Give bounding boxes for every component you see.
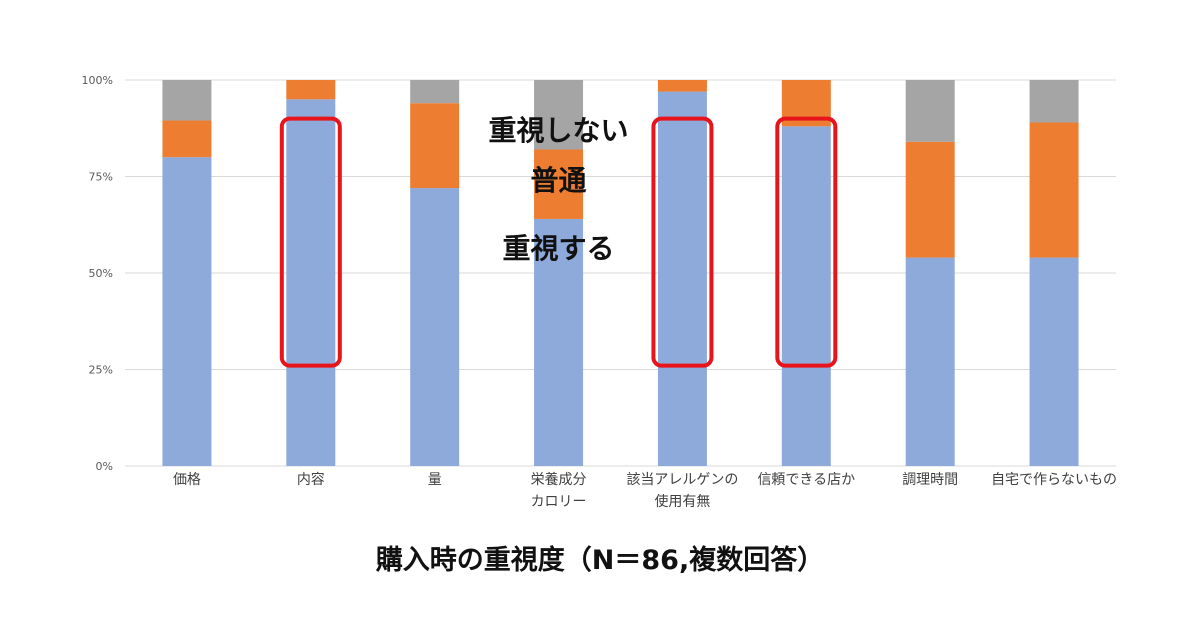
- x-tick-label: 栄養成分: [531, 471, 587, 488]
- bar-segment: [905, 141, 955, 258]
- x-tick-label: 該当アレルゲンの: [626, 472, 738, 488]
- y-tick-label: 100%: [82, 74, 113, 87]
- bar-segment: [410, 80, 460, 104]
- bar-segment: [162, 120, 212, 158]
- bar-segment: [905, 80, 955, 142]
- chart-title: 購入時の重視度（N＝86,複数回答）: [375, 545, 825, 576]
- series-label: 普通: [531, 164, 587, 197]
- bar-segment: [286, 80, 336, 100]
- bar-segment: [905, 257, 955, 466]
- y-tick-label: 0%: [96, 460, 113, 473]
- bar-segment: [1029, 257, 1079, 466]
- x-tick-label: 信頼できる店か: [757, 472, 855, 488]
- bar-segment: [534, 149, 584, 219]
- bar-segment: [657, 80, 707, 92]
- bar-segment: [534, 80, 584, 150]
- bar-segment: [410, 188, 460, 466]
- bar-segment: [286, 99, 336, 467]
- bar-segment: [162, 157, 212, 466]
- bar-segment: [1029, 122, 1079, 258]
- series-label: 重視しない: [489, 114, 629, 147]
- highlight-box: [651, 116, 714, 368]
- series-label: 重視する: [503, 232, 615, 265]
- highlight-box: [775, 116, 838, 368]
- x-tick-label: 量: [428, 472, 442, 488]
- bar-segment: [162, 80, 212, 121]
- x-tick-label: 調理時間: [902, 472, 958, 488]
- x-tick-label: 自宅で作らないもの: [991, 472, 1117, 488]
- bar-segment: [410, 103, 460, 189]
- y-tick-label: 50%: [89, 267, 113, 280]
- x-tick-label: 価格: [173, 472, 201, 488]
- highlight-box: [279, 116, 342, 368]
- y-tick-label: 25%: [89, 364, 113, 377]
- y-tick-label: 75%: [89, 171, 113, 184]
- x-tick-label: カロリー: [531, 494, 587, 510]
- bar-segment: [1029, 80, 1079, 123]
- bar-segment: [781, 126, 831, 466]
- x-tick-label: 使用有無: [654, 493, 710, 510]
- bar-segment: [534, 218, 584, 466]
- x-tick-label: 内容: [297, 471, 325, 488]
- bar-segment: [657, 91, 707, 466]
